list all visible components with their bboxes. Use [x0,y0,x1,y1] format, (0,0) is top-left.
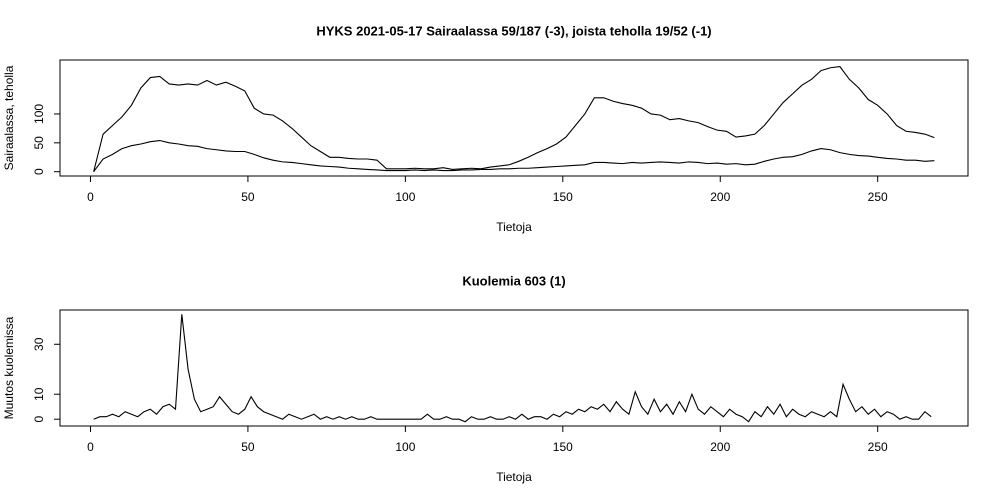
x-tick-label: 200 [710,440,730,454]
x-tick-label: 50 [241,440,255,454]
x-tick-label: 100 [395,440,415,454]
x-tick-label: 150 [553,190,573,204]
data-line [93,314,932,423]
chart-title: Kuolemia 603 (1) [462,273,565,288]
x-axis-label: Tietoja [496,220,532,234]
chart-title: HYKS 2021-05-17 Sairaalassa 59/187 (-3),… [316,23,711,38]
x-tick-label: 50 [241,190,255,204]
plot-frame [59,309,969,427]
x-tick-label: 150 [553,440,573,454]
x-tick-label: 0 [87,190,94,204]
x-tick-label: 200 [710,190,730,204]
x-tick-label: 0 [87,440,94,454]
y-tick-label: 30 [32,337,46,351]
data-line [93,139,935,173]
data-line [93,66,935,172]
x-tick-label: 250 [868,190,888,204]
x-tick-label: 100 [395,190,415,204]
y-tick-label: 10 [32,387,46,401]
x-axis-label: Tietoja [496,470,532,484]
plot-frame [59,59,969,177]
y-tick-label: 0 [32,168,46,175]
x-tick-label: 250 [868,440,888,454]
y-tick-label: 50 [32,136,46,150]
y-tick-label: 0 [32,416,46,423]
y-axis-label: Sairaalassa, teholla [2,65,16,170]
y-axis-label: Muutos kuolemissa [2,316,16,419]
y-tick-label: 100 [32,104,46,124]
